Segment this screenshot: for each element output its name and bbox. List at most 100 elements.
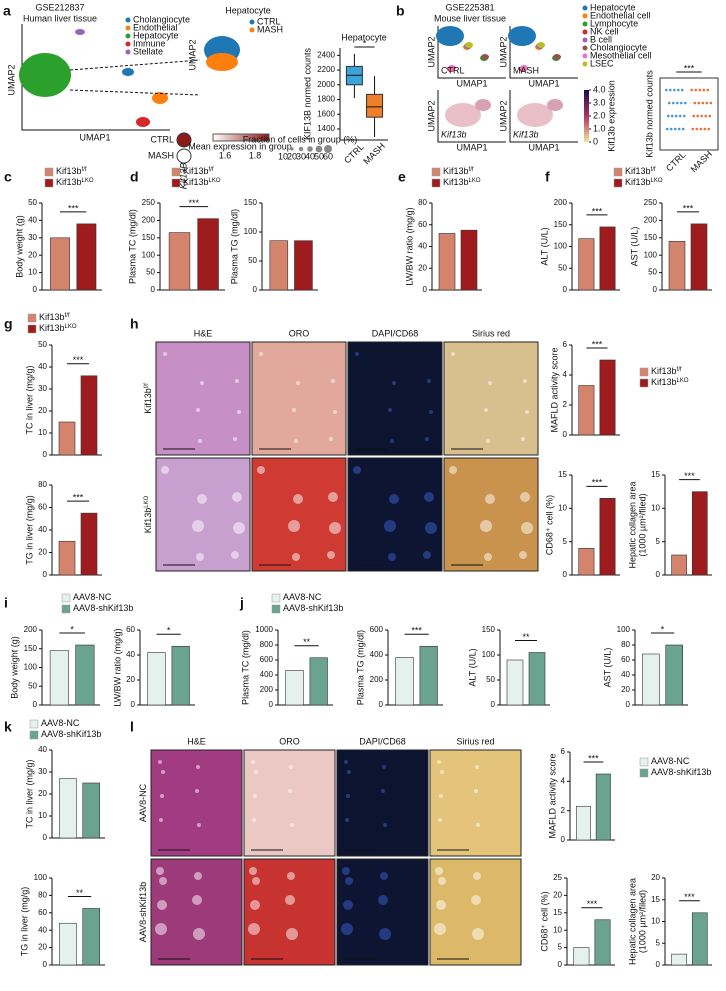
y-axis-label: MAFLD activity score (547, 753, 557, 838)
texture (286, 928, 298, 940)
legend-label: Endothelial (133, 22, 178, 32)
y-tick-label: 50 (38, 340, 47, 349)
legend-dot (582, 45, 588, 51)
y-tick-label: 0 (43, 960, 48, 969)
legend-label-main: Kif13b (625, 166, 651, 176)
texture (156, 867, 164, 875)
legend-label-main: AAV8-NC (73, 592, 112, 602)
y-tick-label: 10 (651, 503, 660, 512)
strip-dot (677, 127, 681, 131)
umap-cluster (122, 68, 134, 76)
bar (76, 223, 97, 291)
umap-cluster (19, 53, 71, 97)
texture (333, 410, 337, 414)
significance: *** (684, 892, 695, 902)
y-tick-label: 100 (142, 250, 156, 259)
significance: ** (76, 888, 84, 898)
legend-label: Hepatocyte (590, 2, 636, 12)
y-axis-label: TC in liver (mg/g) (24, 365, 34, 434)
y-axis-label: ALT (U/L) (539, 227, 549, 265)
significance: * (661, 624, 665, 634)
strip-dot (707, 127, 711, 131)
legend-dot (582, 21, 588, 27)
texture (231, 551, 239, 559)
legend-label-sup: f/f (65, 313, 70, 319)
colorbar (212, 133, 270, 142)
legend-label: NK cell (590, 26, 619, 36)
texture (331, 379, 335, 383)
tick-label: 60 (323, 151, 333, 161)
axis-label: UMAP1 (456, 142, 487, 152)
y-axis-label: AST (U/L) (629, 227, 639, 267)
bar (671, 953, 687, 966)
significance: ** (303, 637, 311, 647)
legend-swatch (639, 768, 649, 778)
texture (520, 492, 530, 502)
y-tick-label: 100 (617, 625, 631, 634)
size-dot (324, 145, 332, 153)
texture (434, 923, 446, 935)
bar (578, 238, 595, 291)
y-tick-label: 0 (626, 700, 631, 709)
bar (82, 908, 100, 966)
legend-label: Cholangiocyte (590, 42, 647, 52)
panel-letter: j (239, 595, 244, 611)
legend-swatch (639, 378, 649, 388)
legend-swatch (171, 167, 181, 177)
zoom-line (69, 89, 201, 96)
legend-label-main: AAV8-shKif13b (73, 603, 133, 613)
y-tick-label: 600 (370, 625, 384, 634)
legend-label: AAV8-shKif13b (283, 603, 343, 613)
significance: *** (592, 339, 603, 349)
y-tick-label: 40 (38, 362, 47, 371)
tick-label: 1.8 (249, 150, 262, 160)
significance: ** (522, 632, 530, 642)
bar (309, 657, 328, 706)
panel-letter: c (4, 169, 12, 185)
texture (287, 872, 295, 880)
significance: *** (68, 203, 79, 213)
texture (485, 494, 495, 504)
legend-swatch (61, 593, 71, 603)
bar (671, 554, 687, 576)
strip-dot (665, 127, 669, 131)
row-label-main: Kif13b (143, 388, 153, 414)
umap-cluster (517, 103, 553, 127)
bar (642, 653, 660, 706)
row-label-sup: f/f (144, 383, 150, 388)
legend-label-main: AAV8-NC (651, 756, 690, 766)
y-tick-label: 100 (34, 873, 48, 882)
y-axis-label: Plasma TG (mg/dl) (229, 209, 239, 284)
y-tick-label: 100 (644, 250, 658, 259)
y-tick-label: 0 (253, 285, 258, 294)
bar (599, 498, 616, 576)
texture (345, 818, 349, 822)
texture (290, 823, 294, 827)
legend-dot (582, 13, 588, 19)
tick-label: 3.0 (593, 97, 606, 107)
y-axis-label: Hepatic collagen area (627, 481, 637, 568)
legend-swatch (44, 178, 54, 188)
legend-label: Mesothelial cell (590, 50, 652, 60)
strip-dot (666, 114, 670, 118)
tick-label: 40 (305, 151, 315, 161)
stain-title: H&E (187, 736, 206, 746)
y-tick-label: 600 (260, 655, 274, 664)
texture (438, 877, 446, 885)
legend-label-sup: LKO (65, 324, 77, 330)
y-tick-label: 0 (563, 285, 568, 294)
tick-label: 30 (296, 151, 306, 161)
texture (519, 551, 527, 559)
size-dot (307, 146, 313, 152)
bar (594, 919, 611, 966)
row-label: AAV8-shKif13b (138, 882, 148, 942)
y-axis-label: CD68⁺ cell (%) (539, 891, 549, 951)
umap-panel-label: MASH (513, 65, 539, 75)
legend-swatch (29, 730, 39, 740)
legend-dot (582, 29, 588, 35)
texture (353, 466, 361, 474)
axis-label: UMAP2 (187, 39, 197, 70)
row-label: AAV8-NC (138, 783, 148, 822)
umap-cluster (445, 103, 481, 127)
texture (381, 789, 385, 793)
